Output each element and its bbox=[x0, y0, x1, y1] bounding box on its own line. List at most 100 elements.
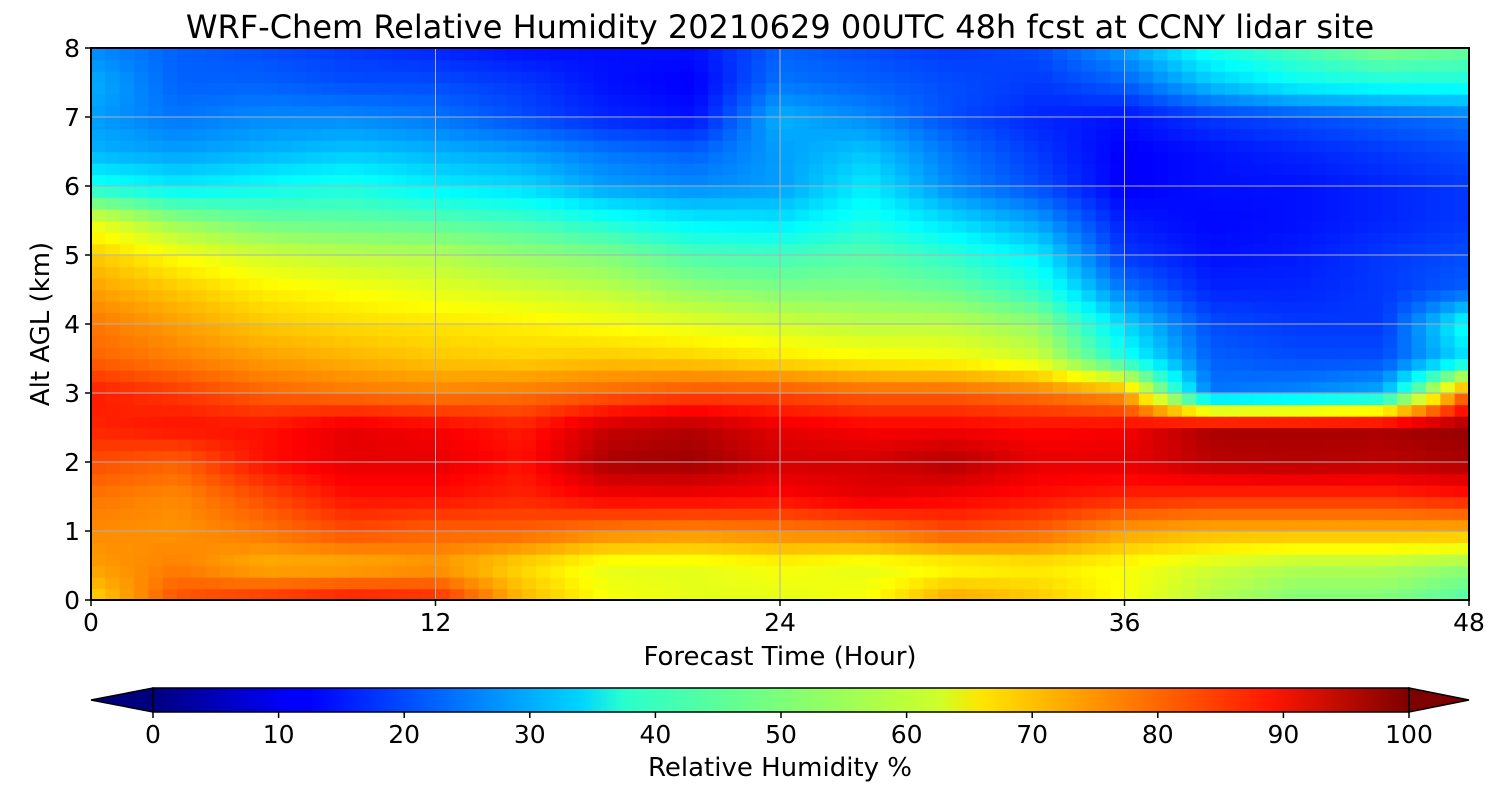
heatmap-cell bbox=[995, 140, 1011, 153]
heatmap-cell bbox=[177, 48, 193, 61]
heatmap-cell bbox=[751, 531, 767, 544]
heatmap-cell bbox=[435, 565, 451, 578]
heatmap-cell bbox=[751, 105, 767, 118]
heatmap-cell bbox=[550, 266, 566, 279]
heatmap-cell bbox=[937, 220, 953, 233]
heatmap-cell bbox=[1110, 473, 1126, 486]
heatmap-cell bbox=[406, 485, 422, 498]
heatmap-cell bbox=[894, 393, 910, 406]
heatmap-cell bbox=[909, 117, 925, 130]
heatmap-cell bbox=[1354, 71, 1370, 84]
heatmap-cell bbox=[1210, 565, 1226, 578]
heatmap-cell bbox=[234, 140, 250, 153]
heatmap-cell bbox=[1397, 48, 1413, 61]
heatmap-cell bbox=[1181, 462, 1197, 475]
heatmap-cell bbox=[909, 48, 925, 61]
heatmap-cell bbox=[579, 186, 595, 199]
heatmap-cell bbox=[177, 554, 193, 567]
heatmap-cell bbox=[220, 312, 236, 325]
heatmap-cell bbox=[177, 427, 193, 440]
heatmap-cell bbox=[607, 59, 623, 72]
heatmap-cell bbox=[708, 588, 724, 600]
heatmap-cell bbox=[650, 519, 666, 532]
heatmap-cell bbox=[636, 462, 652, 475]
heatmap-cell bbox=[980, 370, 997, 383]
heatmap-cell bbox=[823, 117, 839, 130]
heatmap-cell bbox=[909, 266, 925, 279]
heatmap-cell bbox=[134, 462, 150, 475]
heatmap-cell bbox=[1368, 427, 1384, 440]
heatmap-cell bbox=[966, 427, 982, 440]
heatmap-cell bbox=[234, 577, 250, 590]
heatmap-cell bbox=[1282, 255, 1298, 268]
heatmap-cell bbox=[492, 289, 508, 302]
heatmap-cell bbox=[478, 186, 494, 199]
heatmap-cell bbox=[535, 577, 552, 590]
heatmap-cell bbox=[435, 128, 451, 141]
heatmap-cell bbox=[220, 266, 236, 279]
heatmap-cell bbox=[162, 485, 178, 498]
heatmap-cell bbox=[535, 485, 552, 498]
heatmap-cell bbox=[693, 508, 709, 521]
heatmap-cell bbox=[980, 71, 997, 84]
heatmap-cell bbox=[177, 462, 193, 475]
heatmap-cell bbox=[449, 117, 465, 130]
heatmap-cell bbox=[1239, 232, 1255, 245]
heatmap-cell bbox=[1038, 117, 1054, 130]
heatmap-cell bbox=[162, 439, 178, 452]
heatmap-cell bbox=[263, 117, 279, 130]
heatmap-cell bbox=[1052, 301, 1068, 314]
heatmap-cell bbox=[579, 278, 595, 291]
heatmap-cell bbox=[335, 197, 351, 210]
heatmap-cell bbox=[593, 404, 609, 417]
heatmap-cell bbox=[435, 209, 451, 222]
heatmap-cell bbox=[550, 94, 566, 107]
heatmap-cell bbox=[234, 347, 250, 360]
heatmap-cell bbox=[1354, 82, 1370, 95]
heatmap-cell bbox=[1268, 462, 1284, 475]
colorbar-ticks: 0 10 20 30 40 50 60 70 80 90 100 bbox=[145, 712, 1433, 749]
heatmap-cell bbox=[593, 577, 609, 590]
heatmap-cell bbox=[306, 370, 322, 383]
heatmap-cell bbox=[564, 278, 580, 291]
heatmap-cell bbox=[765, 255, 781, 268]
heatmap-cell bbox=[808, 243, 824, 256]
heatmap-cell bbox=[507, 577, 523, 590]
heatmap-cell bbox=[636, 232, 652, 245]
heatmap-cell bbox=[335, 347, 351, 360]
heatmap-cell bbox=[1067, 94, 1083, 107]
heatmap-cell bbox=[349, 289, 365, 302]
heatmap-cell bbox=[148, 554, 164, 567]
heatmap-cell bbox=[636, 82, 652, 95]
heatmap-cell bbox=[909, 324, 925, 337]
heatmap-cell bbox=[320, 312, 336, 325]
heatmap-cell bbox=[119, 519, 135, 532]
heatmap-cell bbox=[421, 105, 437, 118]
heatmap-cell bbox=[1095, 347, 1111, 360]
heatmap-cell bbox=[119, 48, 135, 61]
heatmap-cell bbox=[349, 163, 365, 176]
heatmap-cell bbox=[1454, 82, 1469, 95]
heatmap-cell bbox=[1339, 485, 1355, 498]
heatmap-cell bbox=[550, 255, 566, 268]
heatmap-cell bbox=[1038, 59, 1054, 72]
heatmap-cell bbox=[1239, 370, 1255, 383]
heatmap-cell bbox=[91, 427, 107, 440]
heatmap-cell bbox=[277, 140, 293, 153]
heatmap-cell bbox=[894, 508, 910, 521]
heatmap-cell bbox=[464, 588, 480, 600]
heatmap-cell bbox=[1081, 358, 1097, 371]
heatmap-cell bbox=[1239, 243, 1255, 256]
heatmap-cell bbox=[464, 577, 480, 590]
heatmap-cell bbox=[464, 151, 480, 164]
heatmap-cell bbox=[248, 243, 264, 256]
heatmap-cell bbox=[851, 565, 867, 578]
heatmap-cell bbox=[535, 255, 552, 268]
heatmap-cell bbox=[665, 324, 681, 337]
heatmap-cell bbox=[1311, 151, 1327, 164]
heatmap-cell bbox=[1052, 577, 1068, 590]
heatmap-cell bbox=[937, 301, 953, 314]
heatmap-cell bbox=[1067, 48, 1083, 61]
heatmap-cell bbox=[1454, 301, 1469, 314]
heatmap-cell bbox=[378, 82, 394, 95]
